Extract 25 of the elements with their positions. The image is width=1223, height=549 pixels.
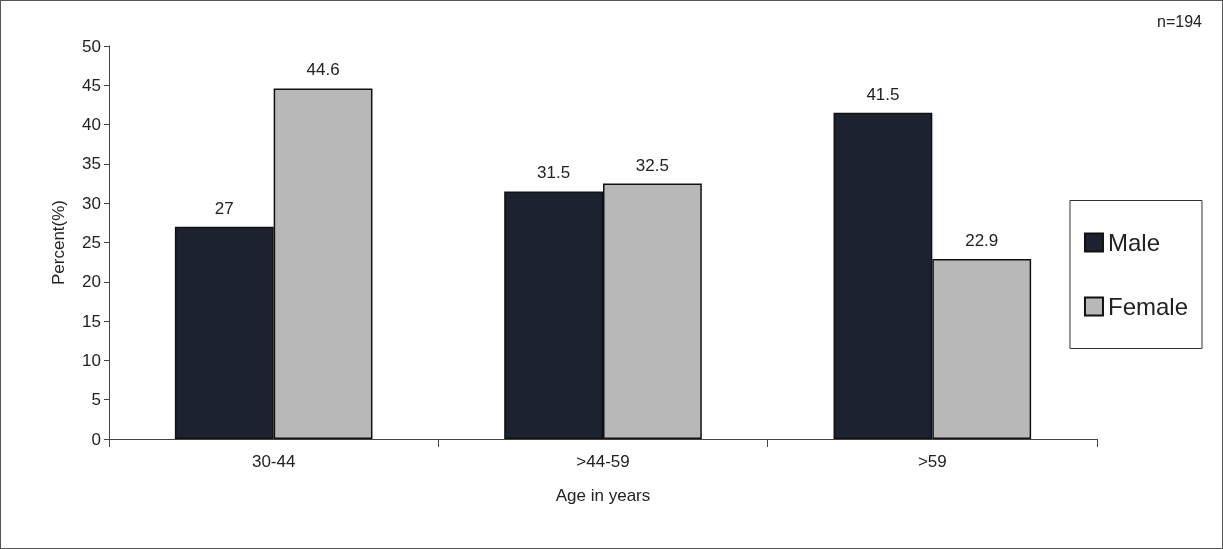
y-tick-label: 35 [82,154,101,174]
x-tick-label: >59 [917,452,947,471]
data-label: 22.9 [965,231,999,251]
y-tick-label: 40 [82,115,101,135]
data-label: 31.5 [537,163,571,183]
y-tick-label: 45 [82,75,101,95]
y-tick-label: 25 [82,233,101,252]
x-tick-label: >44-59 [576,452,630,471]
y-tick-label: 20 [82,272,101,292]
legend-label: Male [1107,229,1160,256]
y-tick-label: 0 [91,429,101,449]
text: n=194 [1157,12,1203,30]
data-label: 44.6 [306,60,340,80]
x-tick-label: 30-44 [251,452,296,471]
legend-label: Female [1107,293,1188,320]
x-axis-title: Age in years [555,486,651,505]
data-label: 32.5 [635,155,669,175]
y-tick-label: 10 [82,350,101,370]
y-tick-label: 50 [82,36,101,56]
data-label: 27 [214,198,234,218]
y-axis-title: Percent(%) [49,199,68,286]
data-label: 41.5 [866,84,900,104]
y-tick-label: 15 [82,311,101,331]
y-tick-label: 5 [91,390,101,410]
y-tick-label: 30 [82,193,101,213]
